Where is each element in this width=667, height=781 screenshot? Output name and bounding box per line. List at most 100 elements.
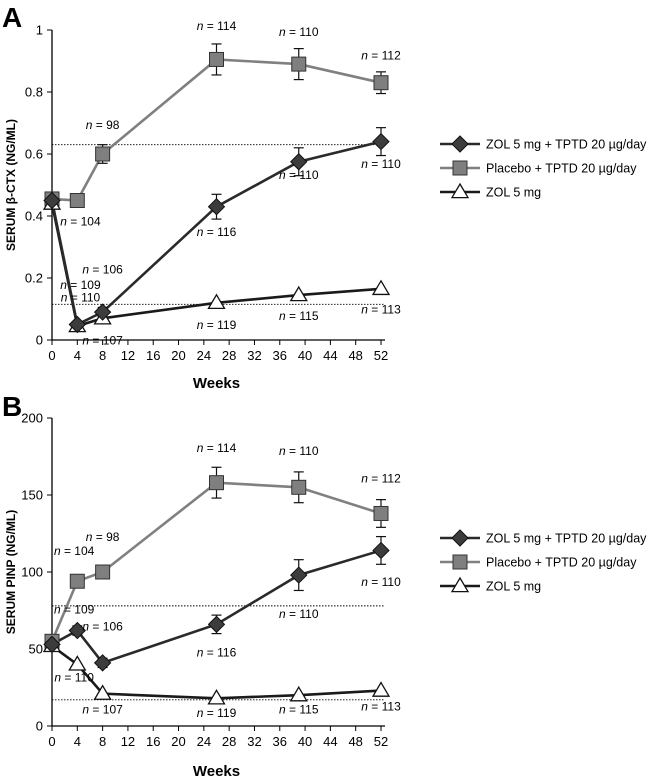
panel-a-data-point bbox=[43, 191, 61, 210]
panel-b-n-annotation: n = 110 bbox=[54, 670, 94, 684]
panel-a-legend-item: ZOL 5 mg bbox=[440, 182, 541, 200]
panel-b-legend-label: ZOL 5 mg + TPTD 20 µg/day bbox=[486, 532, 647, 546]
panel-a-n-annotation: n = 106 bbox=[82, 262, 123, 276]
panel-a-y-tick-label: 0 bbox=[36, 333, 43, 348]
panel-b-legend-item: Placebo + TPTD 20 µg/day bbox=[440, 554, 637, 570]
panel-b-series-line bbox=[50, 481, 382, 642]
panel-a-n-annotation: n = 110 bbox=[279, 168, 319, 182]
panel-a-data-point bbox=[95, 146, 111, 162]
panel-b-series-line bbox=[51, 644, 382, 700]
panel-b-legend-item: ZOL 5 mg bbox=[440, 576, 541, 594]
panel-b-data-point bbox=[372, 541, 390, 560]
panel-a-x-tick-label: 32 bbox=[247, 348, 261, 363]
panel-b-n-annotation: n = 104 bbox=[54, 544, 95, 558]
panel-b-x-tick-label: 28 bbox=[222, 734, 236, 749]
panel-a-legend-marker bbox=[450, 182, 470, 199]
panel-a-data-point bbox=[93, 303, 112, 321]
panel-b-legend-label: ZOL 5 mg bbox=[486, 580, 541, 594]
panel-a-x-tick-label: 16 bbox=[146, 348, 160, 363]
panel-a-x-tick-label: 36 bbox=[273, 348, 287, 363]
panel-b-data-point bbox=[95, 564, 111, 580]
panel-b-n-annotation: n = 110 bbox=[279, 607, 319, 621]
panel-a-n-annotation: n = 115 bbox=[279, 309, 319, 323]
panel-a-legend-marker bbox=[451, 135, 469, 153]
panel-b-n-annotation: n = 112 bbox=[361, 472, 401, 486]
panel-b-data-point bbox=[93, 684, 112, 700]
panel-a-x-tick-label: 12 bbox=[121, 348, 135, 363]
panel-b-data-point bbox=[291, 479, 307, 495]
panel-a-n-annotation: n = 109 bbox=[60, 278, 101, 292]
panel-b-n-annotation: n = 114 bbox=[197, 441, 237, 455]
panel-b-y-tick-label: 150 bbox=[21, 488, 43, 503]
panel-a-legend-label: ZOL 5 mg + TPTD 20 µg/day bbox=[486, 138, 647, 152]
panel-b-x-tick-label: 20 bbox=[171, 734, 185, 749]
panel-b-data-point bbox=[290, 566, 308, 584]
panel-a-n-annotation: n = 110 bbox=[61, 290, 101, 304]
panel-b-n-annotation: n = 116 bbox=[197, 646, 237, 660]
panel-a-n-annotation: n = 113 bbox=[361, 303, 401, 317]
panel-b-n-annotation: n = 113 bbox=[361, 700, 401, 714]
panel-a-y-tick-label: 0.8 bbox=[25, 85, 43, 100]
panel-a-x-tick-label: 40 bbox=[298, 348, 312, 363]
panel-b-legend-item: ZOL 5 mg + TPTD 20 µg/day bbox=[440, 529, 647, 547]
panel-b-x-tick-label: 32 bbox=[247, 734, 261, 749]
panel-b-n-annotation: n = 109 bbox=[54, 603, 95, 617]
panel-b-legend-marker bbox=[451, 529, 469, 547]
panel-b-x-tick-label: 40 bbox=[298, 734, 312, 749]
panel-b-data-point bbox=[93, 654, 112, 672]
panel-b-data-point bbox=[69, 573, 85, 589]
panel-a-data-point bbox=[371, 279, 391, 296]
panel-b-data-point bbox=[68, 655, 87, 671]
panel-a-n-annotation: n = 110 bbox=[279, 25, 319, 39]
panel-b-y-tick-label: 0 bbox=[36, 719, 43, 734]
panel-b-x-tick-label: 48 bbox=[348, 734, 362, 749]
panel-a-data-point bbox=[207, 197, 226, 216]
panel-a-data-point bbox=[289, 285, 308, 302]
panel-b-n-annotation: n = 119 bbox=[197, 706, 237, 720]
panel-b-data-point bbox=[207, 688, 226, 705]
panel-b-letter: B bbox=[2, 391, 22, 422]
panel-b-y-tick-label: 50 bbox=[29, 642, 43, 657]
panel-b-legend-marker bbox=[450, 576, 470, 593]
panel-b-y-axis-title: SERUM PINP (NG/ML) bbox=[4, 510, 18, 634]
panel-b-y-tick-label: 100 bbox=[21, 565, 43, 580]
panel-a-chart: A 0 4 8 12 16 20 24 28 32 36 40 44 48 5200.20.40.60.8… bbox=[2, 2, 647, 392]
panel-a-data-point bbox=[291, 56, 307, 72]
panel-a-n-annotation: n = 104 bbox=[60, 214, 101, 228]
panel-b-x-axis-title: Weeks bbox=[193, 763, 240, 780]
panel-a-legend-marker bbox=[452, 160, 468, 176]
panel-a-data-point bbox=[290, 153, 308, 171]
panel-b-x-tick-label: 8 bbox=[99, 734, 106, 749]
panel-a-legend-item: ZOL 5 mg + TPTD 20 µg/day bbox=[440, 135, 647, 153]
panel-b-legend-marker bbox=[452, 554, 468, 570]
panel-b-x-tick-label: 36 bbox=[273, 734, 287, 749]
panel-a-data-point bbox=[68, 315, 87, 334]
panel-a-legend-item: Placebo + TPTD 20 µg/day bbox=[440, 160, 637, 176]
panel-b-n-annotation: n = 110 bbox=[361, 575, 401, 589]
panel-a-data-point bbox=[373, 75, 389, 91]
panel-b-n-annotation: n = 110 bbox=[279, 444, 319, 458]
panel-a-data-point bbox=[207, 293, 226, 310]
panel-a-n-annotation: n = 119 bbox=[197, 318, 237, 332]
panel-a-x-tick-label: 28 bbox=[222, 348, 236, 363]
panel-b-data-point bbox=[289, 685, 308, 702]
panel-b-n-annotation: n = 107 bbox=[82, 703, 123, 717]
panel-a-legend-label: ZOL 5 mg bbox=[486, 186, 541, 200]
panel-a-n-annotation: n = 110 bbox=[361, 157, 401, 171]
panel-b-data-point bbox=[43, 635, 61, 654]
panel-b-data-point bbox=[209, 475, 224, 491]
panel-b-x-tick-label: 0 bbox=[48, 734, 55, 749]
panel-b-x-tick-label: 12 bbox=[121, 734, 135, 749]
panel-a-x-tick-label: 0 bbox=[48, 348, 55, 363]
panel-a-x-tick-label: 48 bbox=[348, 348, 362, 363]
panel-a-x-tick-label: 8 bbox=[99, 348, 106, 363]
panel-a-data-point bbox=[209, 51, 224, 67]
panel-a-x-tick-label: 52 bbox=[374, 348, 388, 363]
panel-a-y-tick-label: 0.4 bbox=[25, 209, 43, 224]
panel-b-data-point bbox=[207, 615, 226, 634]
panel-a-x-axis-title: Weeks bbox=[193, 375, 240, 392]
panel-b-n-annotation: n = 98 bbox=[86, 530, 120, 544]
panel-a-n-annotation: n = 114 bbox=[197, 19, 237, 33]
panel-b-data-point bbox=[373, 505, 389, 521]
